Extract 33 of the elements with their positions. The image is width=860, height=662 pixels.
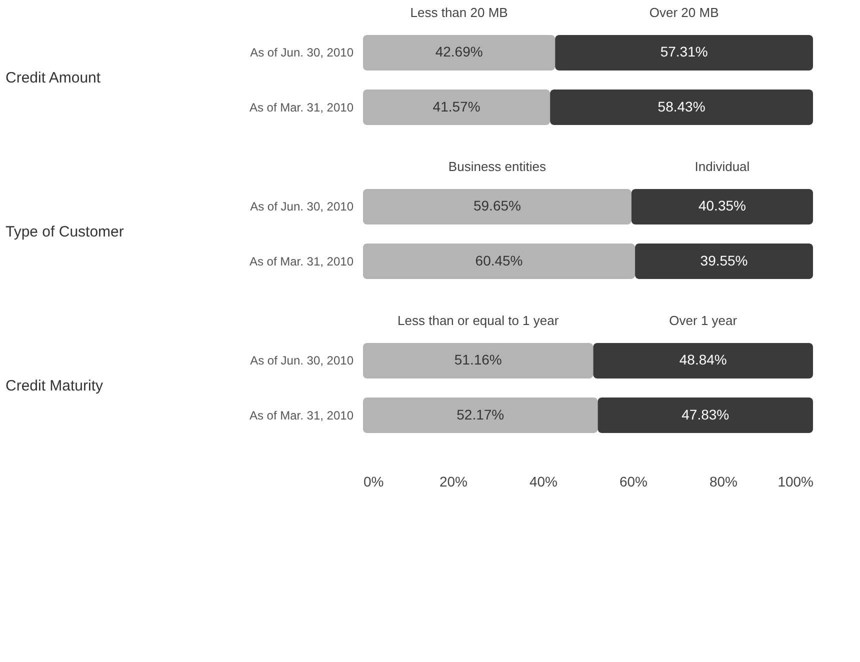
series-label: Individual bbox=[694, 159, 750, 174]
data-label: 57.31% bbox=[660, 44, 708, 60]
y-tick-label: As of Mar. 31, 2010 bbox=[249, 100, 354, 114]
x-tick-label: 20% bbox=[439, 474, 468, 490]
data-label: 51.16% bbox=[454, 352, 502, 368]
x-tick-label: 0% bbox=[364, 474, 384, 490]
series-label: Over 20 MB bbox=[649, 5, 719, 20]
data-label: 40.35% bbox=[698, 198, 746, 214]
data-label: 58.43% bbox=[658, 98, 706, 114]
data-label: 39.55% bbox=[700, 252, 748, 268]
y-axis-title: Credit Maturity bbox=[6, 378, 104, 394]
data-label: 59.65% bbox=[473, 198, 521, 214]
data-label: 47.83% bbox=[682, 406, 730, 422]
data-label: 42.69% bbox=[435, 44, 483, 60]
y-axis-title: Credit Amount bbox=[6, 70, 102, 86]
data-label: 41.57% bbox=[432, 98, 480, 114]
y-tick-label: As of Jun. 30, 2010 bbox=[250, 200, 354, 214]
x-tick-label: 100% bbox=[778, 474, 814, 490]
y-tick-label: As of Mar. 31, 2010 bbox=[249, 408, 354, 422]
data-label: 48.84% bbox=[679, 352, 727, 368]
series-label: Business entities bbox=[448, 159, 546, 174]
data-label: 52.17% bbox=[456, 406, 504, 422]
y-tick-label: As of Mar. 31, 2010 bbox=[249, 254, 354, 268]
y-axis-title: Type of Customer bbox=[6, 224, 124, 240]
x-tick-label: 80% bbox=[709, 474, 738, 490]
data-label: 60.45% bbox=[475, 252, 523, 268]
series-label: Less than 20 MB bbox=[410, 5, 508, 20]
series-label: Over 1 year bbox=[669, 313, 738, 328]
x-tick-label: 60% bbox=[619, 474, 648, 490]
y-tick-label: As of Jun. 30, 2010 bbox=[250, 354, 354, 368]
series-label: Less than or equal to 1 year bbox=[398, 313, 560, 328]
y-tick-label: As of Jun. 30, 2010 bbox=[250, 46, 354, 60]
x-tick-label: 40% bbox=[529, 474, 558, 490]
